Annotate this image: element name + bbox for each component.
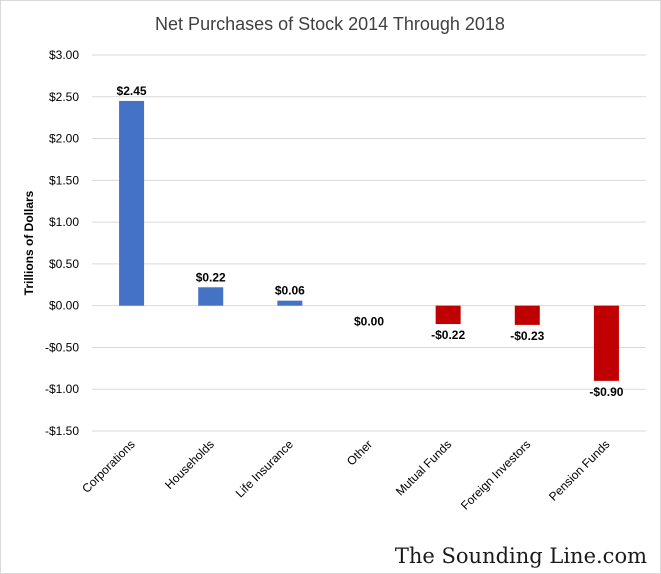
bar: [593, 305, 619, 381]
y-tick-label: -$1.00: [45, 382, 79, 396]
category-label: Households: [162, 437, 217, 492]
y-tick-label: $2.50: [49, 90, 79, 104]
bars: [119, 100, 619, 381]
y-tick-label: $2.00: [49, 132, 79, 146]
category-label: Other: [344, 437, 375, 468]
data-label: $0.00: [354, 315, 384, 329]
chart-title: Net Purchases of Stock 2014 Through 2018: [155, 14, 505, 34]
data-label: $0.06: [275, 284, 305, 298]
y-tick-label: $1.50: [49, 173, 79, 187]
data-label: $2.45: [117, 84, 147, 98]
y-tick-label: $0.00: [49, 299, 79, 313]
y-axis-label: Trillions of Dollars: [22, 190, 36, 295]
category-label: Life Insurance: [233, 437, 296, 500]
y-tick-label: -$0.50: [45, 340, 79, 354]
category-label: Corporations: [79, 437, 137, 495]
bar: [514, 305, 540, 325]
source-credit: The Sounding Line.com: [394, 544, 647, 568]
bar: [277, 300, 303, 306]
y-tick-label: $1.00: [49, 215, 79, 229]
bar: [198, 287, 224, 306]
data-label: -$0.22: [431, 328, 465, 342]
data-label: $0.22: [196, 270, 226, 284]
y-tick-label: -$1.50: [45, 424, 79, 438]
bar: [119, 100, 145, 306]
category-label: Foreign Investors: [458, 437, 533, 512]
category-labels: Corporations Households Life Insurance Othe…: [79, 437, 612, 513]
bar: [435, 305, 461, 325]
data-labels: $2.45 $0.22 $0.06 $0.00 -$0.22 -$0.23 -$0.90: [117, 84, 624, 399]
category-label: Mutual Funds: [393, 437, 454, 498]
category-label: Pension Funds: [546, 437, 613, 504]
data-label: -$0.90: [589, 385, 623, 399]
y-tick-labels: $3.00 $2.50 $2.00 $1.50 $1.00 $0.50 $0.00 -$0.5…: [45, 48, 79, 438]
gridlines: [92, 54, 646, 432]
y-tick-label: $3.00: [49, 48, 79, 62]
y-tick-label: $0.50: [49, 257, 79, 271]
data-label: -$0.23: [510, 329, 544, 343]
